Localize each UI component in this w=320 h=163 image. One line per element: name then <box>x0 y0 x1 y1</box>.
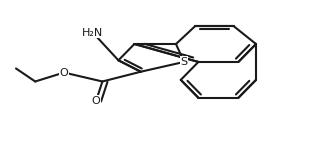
Text: O: O <box>92 96 100 106</box>
Text: H₂N: H₂N <box>82 28 103 38</box>
Text: O: O <box>60 67 68 78</box>
Text: S: S <box>180 57 188 67</box>
